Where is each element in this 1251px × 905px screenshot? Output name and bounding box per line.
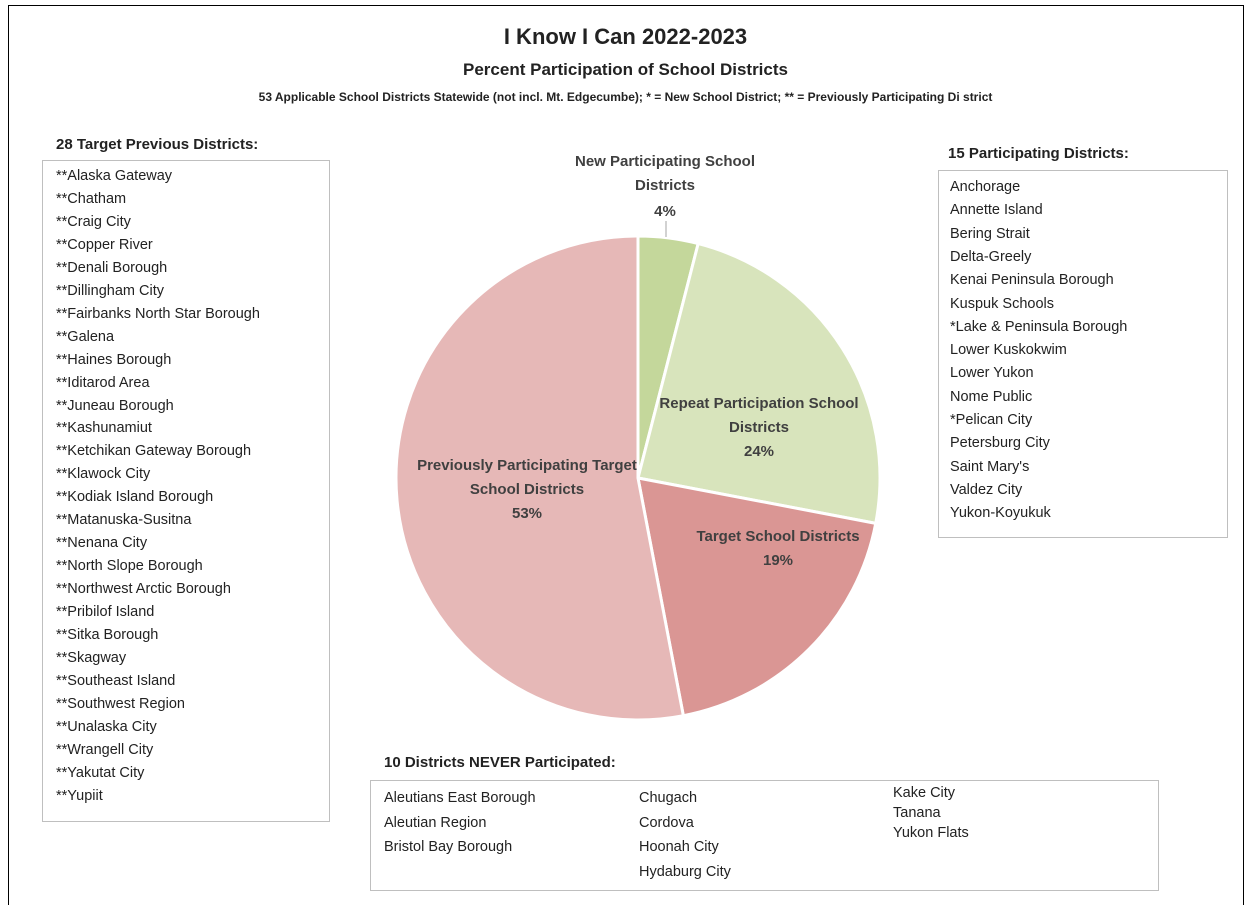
list-item: **Haines Borough [56,351,172,368]
list-item: Tanana [893,805,941,821]
list-item: **Chatham [56,190,127,207]
list-item: Yukon-Koyukuk [950,505,1051,522]
list-item: **Unalaska City [56,718,157,735]
chart-title: I Know I Can 2022-2023 [503,24,748,49]
slice-value-label: 4% [654,203,676,220]
list-item: **Juneau Borough [56,397,174,414]
chart-note: 53 Applicable School Districts Statewide… [258,90,993,104]
list-title: 15 Participating Districts: [948,145,1129,162]
list-title: 10 Districts NEVER Participated: [384,754,616,771]
list-item: Cordova [639,814,694,831]
slice-value-label: 19% [762,552,794,569]
slice-value-label: 24% [743,443,775,460]
list-item: Delta-Greely [950,248,1032,265]
list-item: **Klawock City [56,466,151,483]
list-item: **Nenana City [56,535,148,552]
list-item: **Kodiak Island Borough [56,489,214,506]
list-item: **Wrangell City [56,741,154,758]
list-box [370,780,1159,891]
list-item: Kuspuk Schools [950,295,1054,312]
list-title: 28 Target Previous Districts: [56,136,259,153]
list-box [938,170,1228,538]
list-item: Valdez City [950,481,1023,498]
list-item: Aleutian Region [384,814,487,831]
pie-slice [636,241,882,526]
list-item: *Lake & Peninsula Borough [950,318,1128,335]
list-item: Hydaburg City [639,863,731,880]
list-item: Saint Mary's [950,458,1030,475]
slice-label: New Participating School Districts [574,153,756,194]
list-item: **Denali Borough [56,259,168,276]
list-item: Anchorage [950,179,1021,195]
list-item: Lower Yukon [950,365,1034,382]
list-item: **Kashunamiut [56,420,152,437]
list-item: **Pribilof Island [56,604,155,621]
slice-label: Target School Districts [696,528,860,545]
list-item: **Yakutat City [56,764,145,781]
slice-label: Previously Participating Target School D… [417,457,637,498]
list-item: **Skagway [56,649,127,666]
list-item: **Ketchikan Gateway Borough [56,443,252,460]
list-item: **Southeast Island [56,672,176,689]
list-item: **Northwest Arctic Borough [56,581,231,598]
list-item: Aleutians East Borough [384,790,536,806]
list-item: **Sitka Borough [56,627,159,643]
list-item: *Pelican City [950,412,1033,428]
chart-subtitle: Percent Participation of School District… [463,60,788,79]
list-item: Chugach [639,790,698,806]
list-item: **Craig City [56,213,131,230]
list-item: Kake City [893,785,956,801]
list-item: **Matanuska-Susitna [56,512,192,529]
list-item: Yukon Flats [893,825,969,841]
list-item: **Dillingham City [56,282,164,299]
list-item: Hoonah City [639,839,719,855]
list-item: Lower Kuskokwim [950,342,1067,359]
list-item: **Yupiit [56,787,103,804]
list-item: **Southwest Region [56,695,185,712]
slice-value-label: 53% [511,505,543,522]
list-item: **Fairbanks North Star Borough [56,305,260,322]
list-item: Bristol Bay Borough [384,839,513,855]
list-item: Petersburg City [950,435,1050,452]
list-item: **Iditarod Area [56,374,150,391]
list-item: Bering Strait [950,225,1030,242]
list-item: Kenai Peninsula Borough [950,272,1114,289]
list-item: Annette Island [950,202,1043,219]
list-item: Nome Public [950,388,1033,405]
list-box [42,160,330,822]
pie-slice [636,476,878,718]
slice-label: Repeat Participation School Districts [659,395,859,436]
list-item: **Galena [56,328,115,345]
list-item: **Alaska Gateway [56,168,173,184]
list-item: **North Slope Borough [56,558,203,575]
list-item: **Copper River [56,236,153,253]
pie-slice [394,234,686,722]
frame [8,5,1244,905]
